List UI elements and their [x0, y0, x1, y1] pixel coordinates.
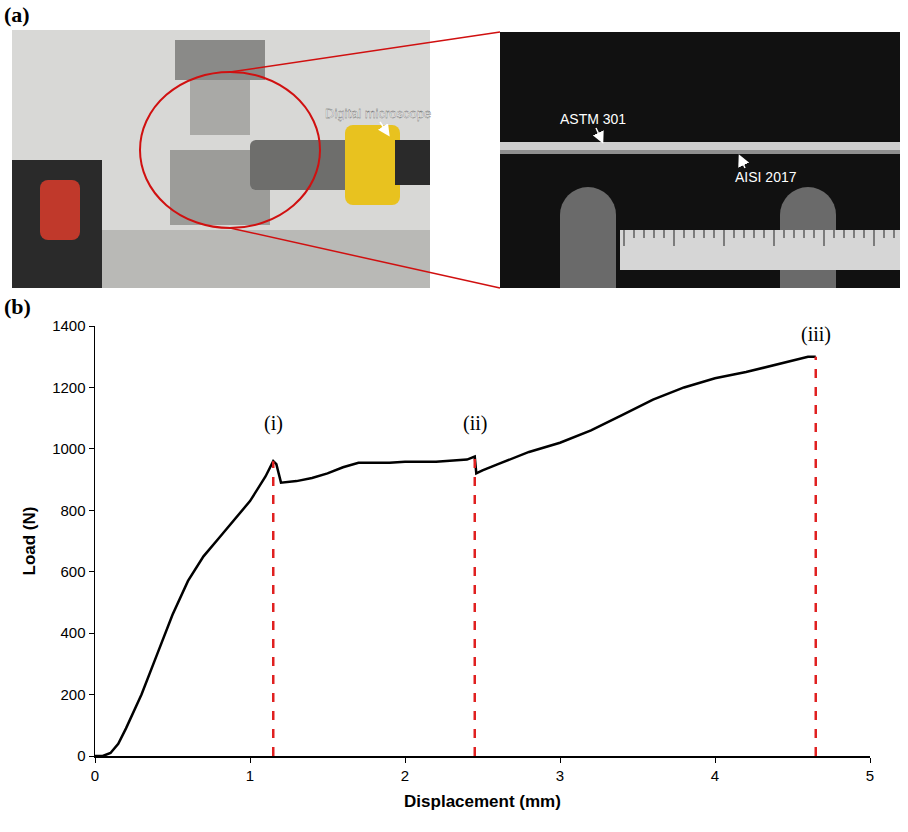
svg-text:Digital microscope: Digital microscope	[325, 106, 431, 121]
svg-text:1: 1	[246, 767, 254, 784]
svg-text:0: 0	[77, 747, 85, 764]
svg-text:AISI 2017: AISI 2017	[735, 169, 797, 185]
svg-text:(ii): (ii)	[463, 412, 487, 435]
svg-text:3: 3	[556, 767, 564, 784]
svg-text:400: 400	[60, 624, 85, 641]
svg-text:(i): (i)	[264, 412, 283, 435]
svg-text:ASTM 301: ASTM 301	[560, 111, 626, 127]
svg-text:1400: 1400	[52, 317, 85, 334]
svg-text:0: 0	[91, 767, 99, 784]
html-text:(b): (b)	[4, 294, 31, 319]
svg-text:1000: 1000	[52, 440, 85, 457]
svg-text:4: 4	[711, 767, 719, 784]
svg-text:(iii): (iii)	[801, 323, 831, 346]
svg-text:5: 5	[866, 767, 874, 784]
svg-text:600: 600	[60, 563, 85, 580]
svg-text:1200: 1200	[52, 379, 85, 396]
html-text:(a): (a)	[4, 2, 30, 27]
svg-text:200: 200	[60, 686, 85, 703]
svg-text:2: 2	[401, 767, 409, 784]
svg-text:800: 800	[60, 502, 85, 519]
svg-text:Load (N): Load (N)	[20, 507, 39, 576]
svg-text:Displacement (mm): Displacement (mm)	[404, 792, 561, 811]
